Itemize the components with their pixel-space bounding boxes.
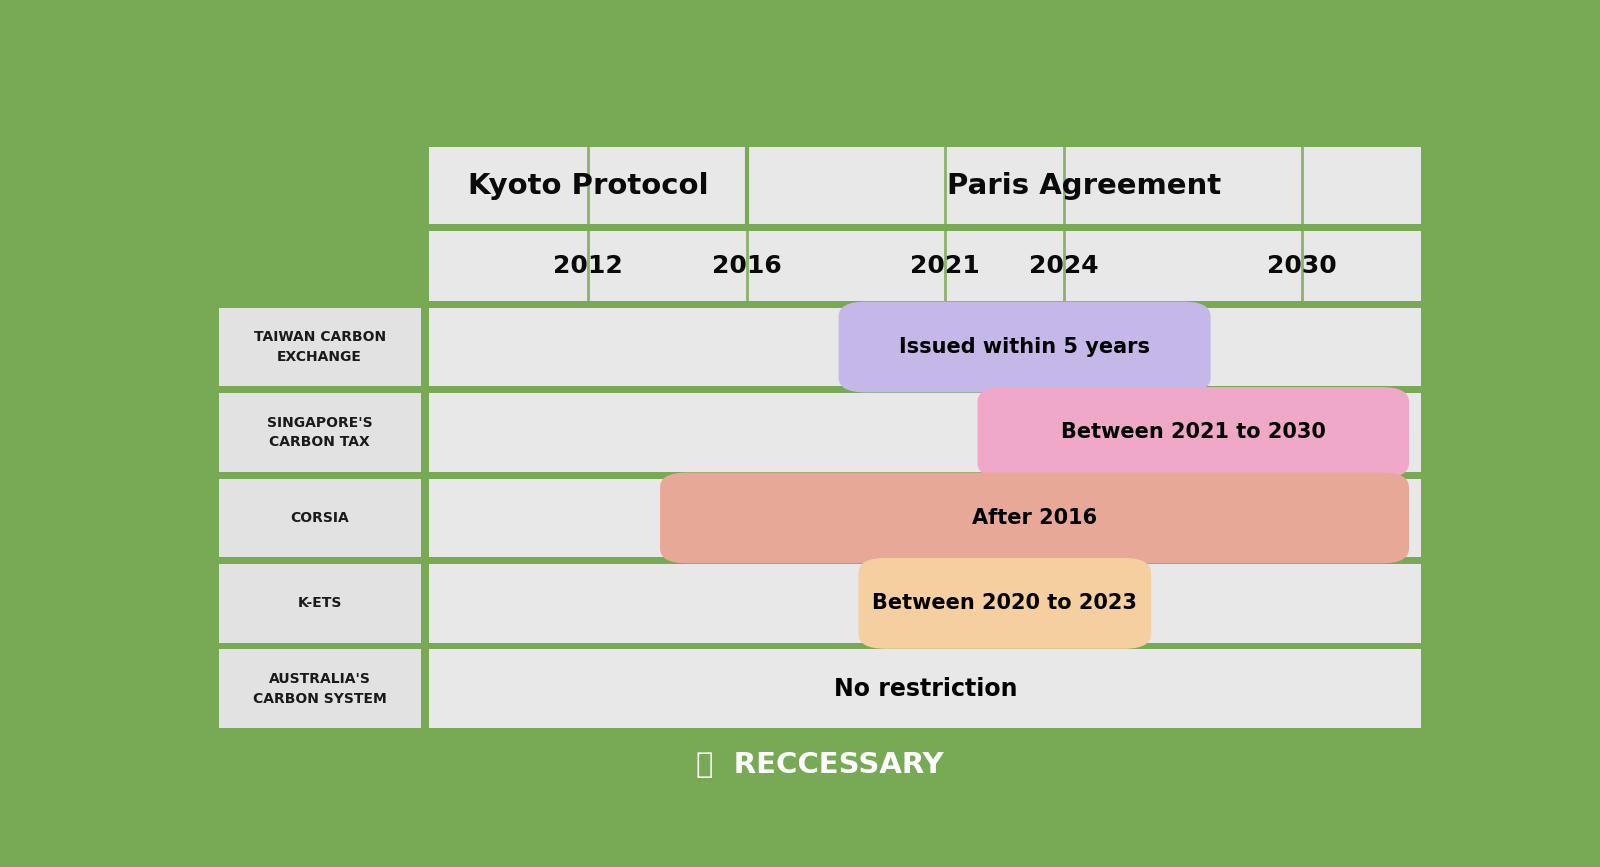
Text: Paris Agreement: Paris Agreement	[947, 172, 1221, 199]
Text: CORSIA: CORSIA	[290, 511, 349, 525]
FancyBboxPatch shape	[429, 308, 1421, 387]
FancyBboxPatch shape	[429, 147, 1421, 225]
FancyBboxPatch shape	[429, 649, 1421, 728]
Text: K-ETS: K-ETS	[298, 596, 342, 610]
Text: 2030: 2030	[1267, 254, 1338, 278]
Text: Between 2020 to 2023: Between 2020 to 2023	[872, 593, 1138, 613]
FancyBboxPatch shape	[838, 302, 1211, 393]
FancyBboxPatch shape	[859, 558, 1150, 649]
Text: SINGAPORE'S
CARBON TAX: SINGAPORE'S CARBON TAX	[267, 416, 373, 449]
FancyBboxPatch shape	[219, 393, 421, 472]
Text: 2012: 2012	[554, 254, 622, 278]
FancyBboxPatch shape	[429, 231, 1421, 301]
FancyBboxPatch shape	[661, 473, 1410, 564]
Text: After 2016: After 2016	[971, 508, 1098, 528]
FancyBboxPatch shape	[219, 564, 421, 642]
FancyBboxPatch shape	[429, 479, 1421, 557]
Text: AUSTRALIA'S
CARBON SYSTEM: AUSTRALIA'S CARBON SYSTEM	[253, 672, 387, 706]
Text: ⓡ  RECCESSARY: ⓡ RECCESSARY	[696, 751, 944, 779]
FancyBboxPatch shape	[978, 387, 1410, 478]
Text: TAIWAN CARBON
EXCHANGE: TAIWAN CARBON EXCHANGE	[253, 330, 386, 364]
FancyBboxPatch shape	[429, 564, 1421, 642]
FancyBboxPatch shape	[219, 308, 421, 387]
Text: Between 2021 to 2030: Between 2021 to 2030	[1061, 422, 1326, 442]
FancyBboxPatch shape	[429, 393, 1421, 472]
Text: 2021: 2021	[910, 254, 981, 278]
FancyBboxPatch shape	[219, 649, 421, 728]
Text: 2016: 2016	[712, 254, 782, 278]
Text: No restriction: No restriction	[834, 677, 1018, 701]
Text: Issued within 5 years: Issued within 5 years	[899, 337, 1150, 357]
FancyBboxPatch shape	[219, 479, 421, 557]
Text: 2024: 2024	[1029, 254, 1099, 278]
Text: Kyoto Protocol: Kyoto Protocol	[467, 172, 709, 199]
